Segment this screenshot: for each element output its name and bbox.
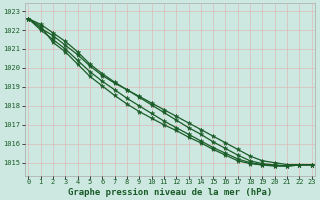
X-axis label: Graphe pression niveau de la mer (hPa): Graphe pression niveau de la mer (hPa) bbox=[68, 188, 272, 197]
